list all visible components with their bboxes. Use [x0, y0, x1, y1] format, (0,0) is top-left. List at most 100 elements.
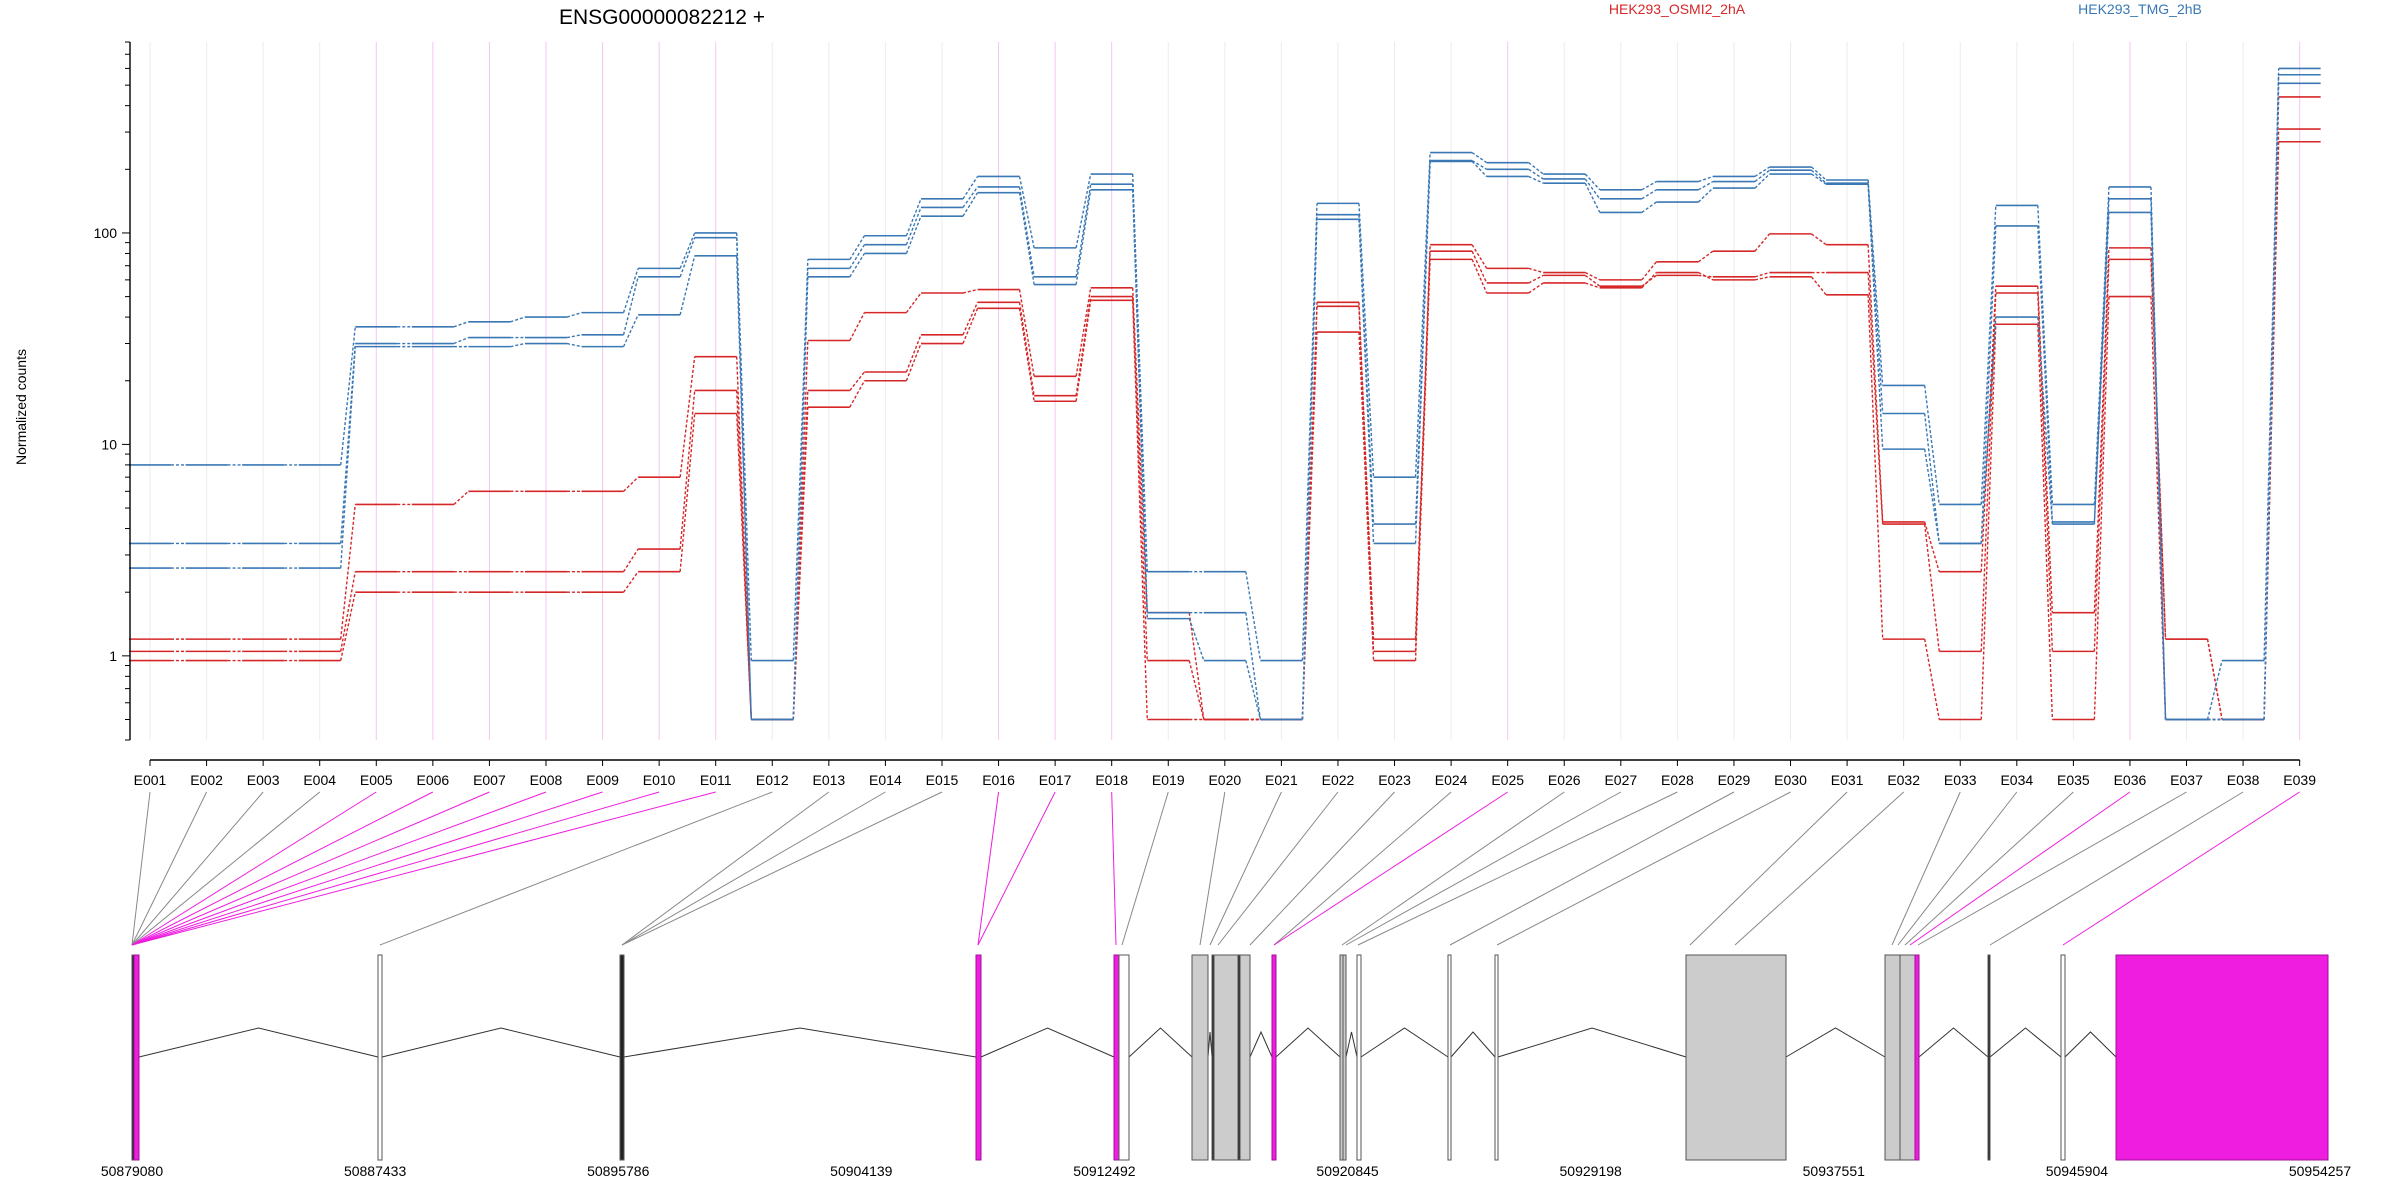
legend-entry-osmi2: HEK293_OSMI2_2hA: [1609, 1, 1746, 17]
exon-gridlines: [149, 42, 2301, 740]
connector-line: [679, 237, 696, 278]
coord-tick-label: 50895786: [587, 1163, 650, 1179]
x-tick-label-e007: E007: [473, 772, 506, 788]
connector-line: [2263, 83, 2280, 720]
exon-connector-e010: [131, 791, 660, 946]
exon-connector-e027: [1345, 791, 1622, 946]
connector-line: [792, 276, 809, 720]
x-tick-label-e017: E017: [1039, 772, 1072, 788]
coord-tick-label: 50954257: [2289, 1163, 2352, 1179]
connector-line: [622, 268, 639, 313]
connector-line: [1075, 287, 1092, 377]
connector-line: [1754, 271, 1770, 278]
connector-line: [340, 326, 356, 465]
connector-line: [453, 321, 469, 328]
connector-line: [1245, 612, 1262, 720]
connector-line: [1923, 638, 1940, 720]
connector-line: [792, 340, 809, 720]
connector-line: [2037, 286, 2054, 613]
x-tick-label-e013: E013: [812, 772, 845, 788]
coord-tick-label: 50945904: [2046, 1163, 2109, 1179]
connector-line: [1867, 179, 1884, 386]
connector-line: [905, 215, 922, 254]
exon-connector-e005: [131, 791, 377, 946]
x-tick-label-e003: E003: [247, 772, 280, 788]
connector-line: [2037, 317, 2054, 525]
x-tick-label-e008: E008: [530, 772, 563, 788]
x-tick-label-e012: E012: [756, 772, 789, 788]
x-tick-label-e020: E020: [1208, 772, 1241, 788]
x-tick-label-e010: E010: [643, 772, 676, 788]
coord-tick-label: 50929198: [1560, 1163, 1623, 1179]
exon-connector-e004: [131, 791, 321, 946]
connector-line: [1018, 186, 1035, 277]
connector-line: [1528, 274, 1544, 284]
connector-line: [679, 390, 696, 550]
x-tick-label-e009: E009: [586, 772, 619, 788]
connector-line: [1018, 192, 1035, 285]
connector-line: [1585, 282, 1601, 289]
connector-line: [566, 342, 582, 348]
connector-line: [736, 255, 752, 720]
connector-line: [510, 316, 526, 323]
connector-line: [962, 186, 979, 208]
connector-line: [1923, 413, 1940, 544]
connector-line: [1923, 521, 1940, 572]
exon-connector-e012: [379, 791, 773, 946]
x-tick-label-e002: E002: [190, 772, 223, 788]
exon-connector-e021: [1209, 791, 1282, 946]
exon-block: [619, 954, 625, 1161]
connector-line: [1923, 385, 1940, 505]
exon-block: [1494, 954, 1499, 1161]
x-axis: E001 E002 E003 E004 E005 E006 E007 E008 E009 E010…: [134, 759, 2316, 788]
connector-line: [1641, 201, 1657, 214]
x-tick-label-e038: E038: [2227, 772, 2260, 788]
exon-connector-e030: [1496, 791, 1791, 946]
intron-line: [381, 1027, 621, 1058]
series-6: [129, 82, 2321, 721]
exon-connector-e015: [621, 791, 943, 946]
exon-block: [1685, 954, 1787, 1161]
connector-line: [905, 292, 922, 314]
connector-line: [340, 571, 356, 652]
x-tick-label-e030: E030: [1774, 772, 1807, 788]
connector-line: [1811, 233, 1827, 246]
connector-line: [792, 407, 809, 720]
x-tick-label-e018: E018: [1095, 772, 1128, 788]
connector-line: [2150, 212, 2167, 720]
exon-connector-e016: [977, 791, 1000, 946]
connector-line: [1131, 287, 1148, 613]
connector-line: [2037, 225, 2054, 522]
exon-connector-e025: [1273, 791, 1508, 946]
exon-block: [1118, 954, 1130, 1161]
connector-line: [1075, 173, 1092, 249]
connector-line: [1471, 151, 1488, 164]
x-tick-label-e011: E011: [700, 772, 732, 788]
x-tick-label-e039: E039: [2283, 772, 2316, 788]
exon-connector-e001: [131, 791, 151, 946]
connector-line: [849, 371, 865, 391]
connector-line: [1867, 244, 1884, 522]
intron-line: [138, 1027, 379, 1058]
connector-line: [1471, 250, 1488, 284]
connector-line: [1528, 175, 1544, 184]
exon-connector-e034: [1897, 791, 2018, 946]
y-tick-label: 1: [109, 648, 117, 664]
exon-connector-e013: [621, 791, 830, 946]
exon-connector-e009: [131, 791, 603, 946]
x-tick-label-e004: E004: [303, 772, 336, 788]
exon-connector-e036: [1909, 791, 2131, 946]
connector-line: [849, 235, 866, 260]
intron-line: [1785, 1027, 1886, 1058]
connector-line: [1131, 189, 1148, 619]
connector-line: [453, 490, 469, 505]
connector-line: [679, 255, 696, 316]
x-tick-label-e001: E001: [134, 772, 167, 788]
connector-line: [905, 198, 922, 237]
exon-block: [133, 954, 140, 1161]
connector-line: [1980, 286, 1997, 572]
connector-line: [849, 380, 866, 408]
x-tick-label-e032: E032: [1887, 772, 1920, 788]
x-tick-label-e037: E037: [2170, 772, 2203, 788]
connector-line: [623, 476, 639, 492]
